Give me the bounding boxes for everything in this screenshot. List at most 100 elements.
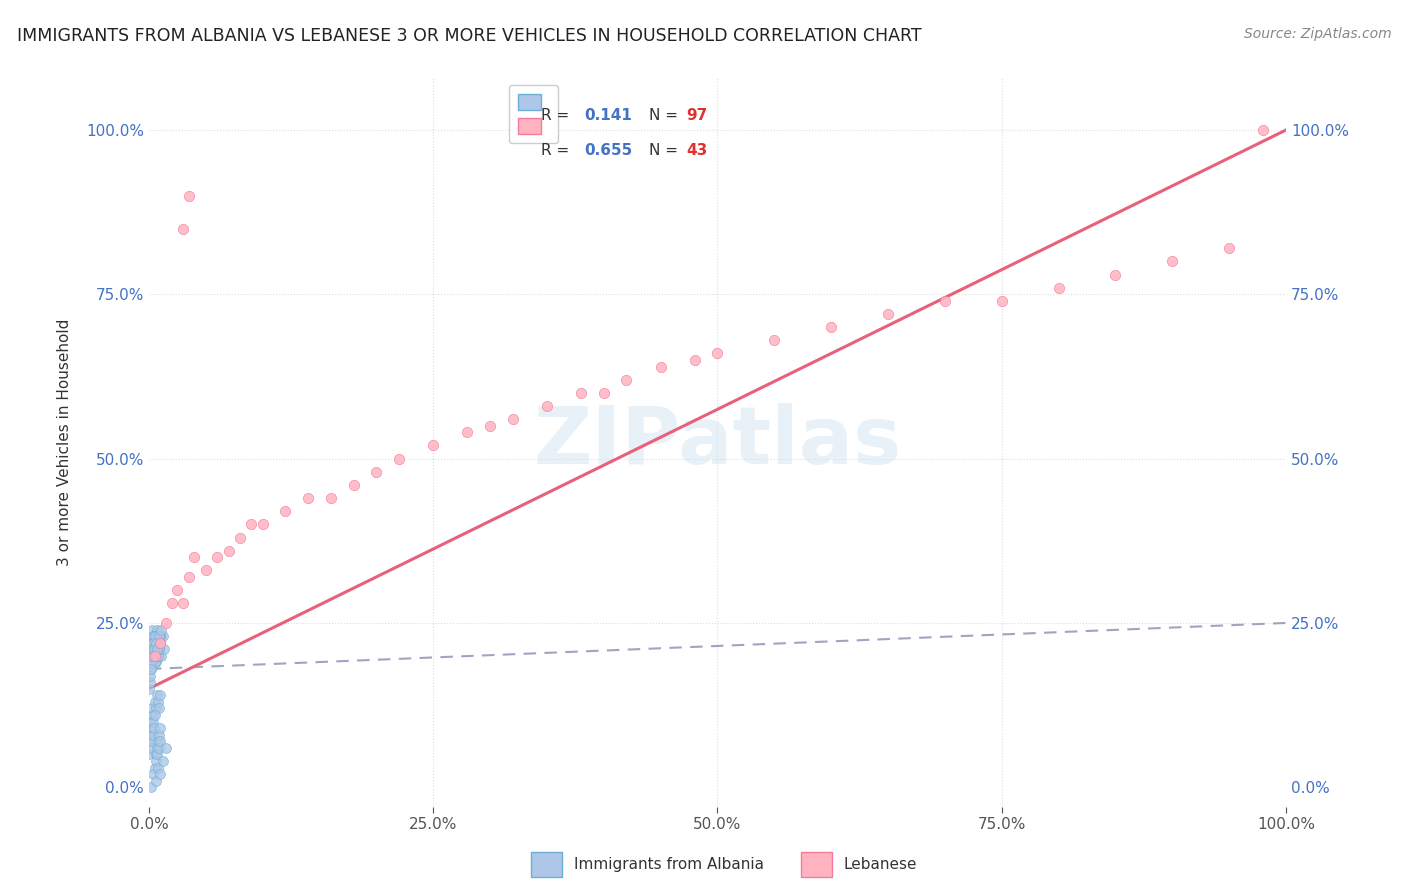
Point bbox=[456, 425, 478, 440]
Point bbox=[148, 629, 170, 643]
Point bbox=[177, 188, 200, 202]
Point bbox=[142, 714, 165, 729]
Point bbox=[229, 531, 252, 545]
Text: IMMIGRANTS FROM ALBANIA VS LEBANESE 3 OR MORE VEHICLES IN HOUSEHOLD CORRELATION : IMMIGRANTS FROM ALBANIA VS LEBANESE 3 OR… bbox=[17, 27, 921, 45]
Point bbox=[139, 662, 162, 676]
Point bbox=[146, 635, 169, 649]
Point bbox=[149, 635, 172, 649]
Point bbox=[148, 642, 170, 657]
Point bbox=[218, 543, 240, 558]
Point bbox=[141, 721, 163, 735]
Point bbox=[252, 517, 274, 532]
Point bbox=[934, 293, 956, 308]
Point bbox=[148, 728, 170, 742]
Point bbox=[142, 642, 165, 657]
Point bbox=[146, 642, 169, 657]
Point bbox=[139, 675, 162, 690]
Point bbox=[143, 648, 166, 663]
Point bbox=[139, 662, 162, 676]
Point bbox=[149, 734, 172, 748]
Point bbox=[172, 221, 194, 235]
Point bbox=[146, 648, 169, 663]
Point bbox=[141, 656, 163, 670]
Point bbox=[142, 656, 165, 670]
Point bbox=[820, 320, 842, 334]
Y-axis label: 3 or more Vehicles in Household: 3 or more Vehicles in Household bbox=[58, 318, 72, 566]
Text: R =: R = bbox=[541, 143, 574, 158]
Point bbox=[143, 695, 166, 709]
Point bbox=[149, 635, 172, 649]
Point bbox=[877, 307, 900, 321]
Point bbox=[146, 623, 169, 637]
Point bbox=[650, 359, 672, 374]
Text: 43: 43 bbox=[686, 143, 709, 158]
Point bbox=[1251, 123, 1274, 137]
Point bbox=[142, 728, 165, 742]
Point bbox=[141, 780, 163, 795]
Point bbox=[143, 635, 166, 649]
Point bbox=[139, 635, 162, 649]
Point bbox=[142, 648, 165, 663]
Point bbox=[141, 728, 163, 742]
Point bbox=[146, 629, 169, 643]
Point bbox=[1104, 268, 1126, 282]
Point bbox=[143, 648, 166, 663]
Point bbox=[145, 629, 167, 643]
Point bbox=[139, 728, 162, 742]
Point bbox=[183, 550, 205, 565]
Point bbox=[143, 708, 166, 723]
Point bbox=[479, 418, 502, 433]
Point bbox=[1047, 281, 1070, 295]
Point bbox=[422, 438, 444, 452]
Point bbox=[139, 734, 162, 748]
Point bbox=[194, 563, 217, 577]
Point bbox=[142, 708, 165, 723]
Point bbox=[146, 695, 169, 709]
Point bbox=[152, 642, 174, 657]
Point bbox=[990, 293, 1012, 308]
Point bbox=[139, 662, 162, 676]
Point bbox=[143, 642, 166, 657]
Point bbox=[1161, 254, 1184, 268]
Point bbox=[149, 629, 172, 643]
Point bbox=[148, 635, 170, 649]
Text: 0.141: 0.141 bbox=[585, 108, 633, 123]
Point bbox=[143, 629, 166, 643]
Point bbox=[319, 491, 342, 505]
Point bbox=[141, 648, 163, 663]
Point bbox=[148, 740, 170, 755]
Point bbox=[763, 334, 786, 348]
Point bbox=[160, 596, 183, 610]
Point bbox=[616, 373, 638, 387]
Text: Lebanese: Lebanese bbox=[844, 857, 917, 871]
Point bbox=[536, 399, 558, 413]
Point bbox=[146, 747, 169, 762]
Point bbox=[143, 642, 166, 657]
Point bbox=[146, 734, 169, 748]
Point bbox=[177, 570, 200, 584]
Point bbox=[683, 353, 706, 368]
Point bbox=[342, 478, 364, 492]
Point bbox=[149, 688, 172, 702]
Point bbox=[502, 412, 524, 426]
Point bbox=[148, 642, 170, 657]
Text: 0.655: 0.655 bbox=[585, 143, 633, 158]
Legend: , : , bbox=[509, 85, 558, 143]
Point bbox=[145, 642, 167, 657]
Point bbox=[145, 754, 167, 768]
Point bbox=[297, 491, 319, 505]
Point bbox=[141, 701, 163, 715]
Point bbox=[139, 740, 162, 755]
Point bbox=[706, 346, 728, 360]
Text: R =: R = bbox=[541, 108, 574, 123]
Point bbox=[145, 635, 167, 649]
Point bbox=[145, 701, 167, 715]
Point bbox=[142, 635, 165, 649]
Point bbox=[145, 656, 167, 670]
Point bbox=[141, 734, 163, 748]
Point bbox=[149, 635, 172, 649]
Point bbox=[152, 754, 174, 768]
Point bbox=[172, 596, 194, 610]
Point bbox=[146, 740, 169, 755]
Point bbox=[148, 648, 170, 663]
